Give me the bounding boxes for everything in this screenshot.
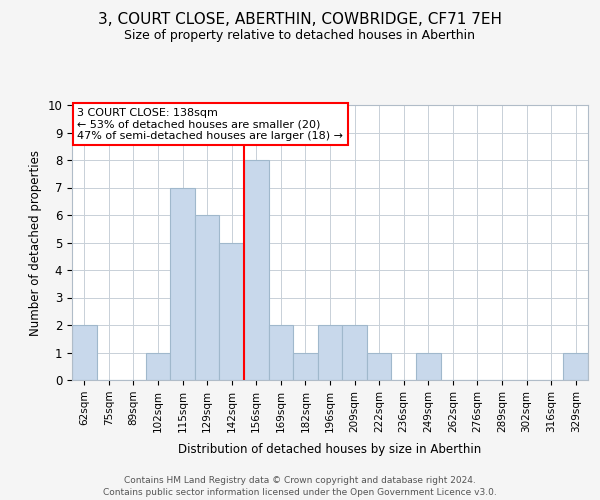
Bar — [416, 352, 440, 380]
Bar — [146, 352, 170, 380]
Y-axis label: Number of detached properties: Number of detached properties — [29, 150, 42, 336]
Bar — [220, 242, 244, 380]
Text: Size of property relative to detached houses in Aberthin: Size of property relative to detached ho… — [125, 28, 476, 42]
Text: 3 COURT CLOSE: 138sqm
← 53% of detached houses are smaller (20)
47% of semi-deta: 3 COURT CLOSE: 138sqm ← 53% of detached … — [77, 108, 343, 141]
Text: 3, COURT CLOSE, ABERTHIN, COWBRIDGE, CF71 7EH: 3, COURT CLOSE, ABERTHIN, COWBRIDGE, CF7… — [98, 12, 502, 28]
Bar — [72, 325, 97, 380]
Bar — [195, 215, 220, 380]
Bar — [170, 188, 195, 380]
X-axis label: Distribution of detached houses by size in Aberthin: Distribution of detached houses by size … — [178, 443, 482, 456]
Bar — [269, 325, 293, 380]
Bar — [318, 325, 342, 380]
Bar — [293, 352, 318, 380]
Bar — [342, 325, 367, 380]
Bar — [367, 352, 391, 380]
Bar — [563, 352, 588, 380]
Text: Contains public sector information licensed under the Open Government Licence v3: Contains public sector information licen… — [103, 488, 497, 497]
Text: Contains HM Land Registry data © Crown copyright and database right 2024.: Contains HM Land Registry data © Crown c… — [124, 476, 476, 485]
Bar — [244, 160, 269, 380]
